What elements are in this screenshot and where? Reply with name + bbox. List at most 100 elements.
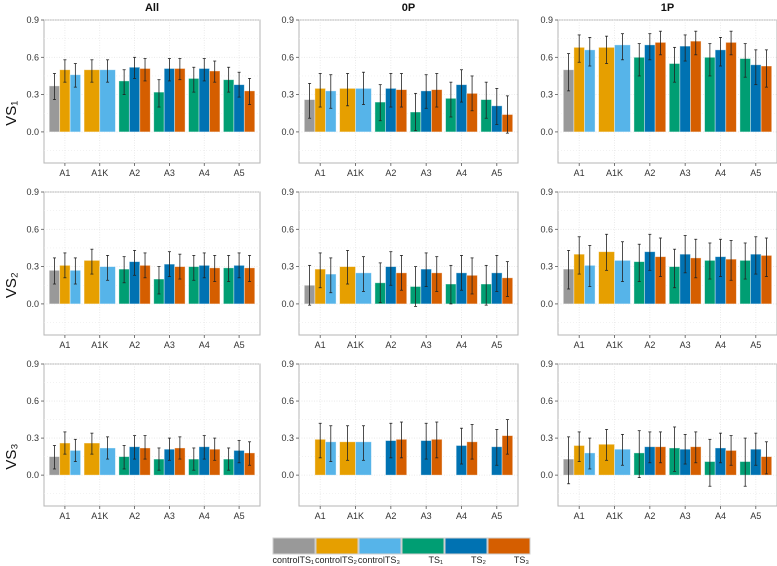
legend-label: controlTS₁ bbox=[272, 555, 314, 565]
panel-background bbox=[298, 191, 519, 336]
y-tick-label: 0.3 bbox=[281, 262, 294, 272]
panel-VS1-1P: 0.0 0.3 0.6 0.9 A1 A1K A2 A3 A4 A5 bbox=[540, 15, 777, 178]
x-tick-label: A1 bbox=[315, 168, 326, 178]
panel-VS1-All: 0.0 0.3 0.6 0.9 A1 A1K A2 A3 A4 A5 bbox=[26, 15, 261, 178]
panel-background bbox=[43, 363, 261, 507]
panel-VS2-0P: 0.0 0.3 0.6 0.9 A1 A1K A2 A3 A4 A5 bbox=[281, 187, 519, 350]
x-tick-label: A1K bbox=[91, 168, 108, 178]
x-tick-label: A1 bbox=[59, 340, 70, 350]
y-tick-label: 0.6 bbox=[281, 224, 294, 234]
column-title: All bbox=[145, 2, 159, 14]
y-tick-label: 0.6 bbox=[540, 396, 553, 406]
x-tick-label: A4 bbox=[199, 511, 210, 521]
panel-VS3-0P: 0.0 0.3 0.6 0.9 A1 A1K A2 A3 A4 A5 bbox=[281, 359, 519, 521]
y-tick-label: 0.9 bbox=[540, 359, 553, 369]
x-tick-label: A2 bbox=[644, 168, 655, 178]
y-tick-label: 0.3 bbox=[26, 262, 39, 272]
panel-background bbox=[43, 191, 261, 336]
x-tick-label: A5 bbox=[491, 168, 502, 178]
x-tick-label: A4 bbox=[199, 168, 210, 178]
y-tick-label: 0.0 bbox=[26, 470, 39, 480]
x-tick-label: A2 bbox=[129, 340, 140, 350]
panel-background bbox=[557, 363, 777, 507]
x-tick-label: A4 bbox=[456, 340, 467, 350]
x-tick-label: A2 bbox=[385, 340, 396, 350]
x-tick-label: A2 bbox=[644, 511, 655, 521]
y-tick-label: 0.0 bbox=[540, 299, 553, 309]
x-tick-label: A1K bbox=[606, 340, 623, 350]
x-tick-label: A5 bbox=[234, 340, 245, 350]
y-tick-label: 0.3 bbox=[540, 433, 553, 443]
x-tick-label: A3 bbox=[421, 168, 432, 178]
y-tick-label: 0.6 bbox=[26, 52, 39, 62]
legend-swatch-2 bbox=[358, 537, 402, 555]
legend-swatch-5 bbox=[487, 537, 531, 555]
x-tick-label: A2 bbox=[644, 340, 655, 350]
panel-VS3-All: 0.0 0.3 0.6 0.9 A1 A1K A2 A3 A4 A5 bbox=[26, 359, 261, 521]
x-tick-label: A4 bbox=[715, 168, 726, 178]
y-tick-label: 0.3 bbox=[540, 262, 553, 272]
x-tick-label: A5 bbox=[234, 168, 245, 178]
x-tick-label: A2 bbox=[129, 511, 140, 521]
bar-A4-series-5 bbox=[725, 41, 737, 133]
x-tick-label: A1K bbox=[91, 340, 108, 350]
column-title: 0P bbox=[402, 2, 415, 14]
y-tick-label: 0.0 bbox=[26, 299, 39, 309]
panel-VS2-1P: 0.0 0.3 0.6 0.9 A1 A1K A2 A3 A4 A5 bbox=[540, 187, 777, 350]
y-tick-label: 0.9 bbox=[26, 359, 39, 369]
x-tick-label: A3 bbox=[164, 511, 175, 521]
column-title: 1P bbox=[661, 2, 674, 14]
y-tick-label: 0.0 bbox=[26, 127, 39, 137]
legend-label: controlTS₃ bbox=[358, 555, 401, 565]
y-tick-label: 0.6 bbox=[281, 52, 294, 62]
y-tick-label: 0.3 bbox=[26, 433, 39, 443]
y-tick-label: 0.0 bbox=[540, 470, 553, 480]
x-tick-label: A2 bbox=[385, 511, 396, 521]
x-tick-label: A5 bbox=[750, 168, 761, 178]
x-tick-label: A3 bbox=[164, 340, 175, 350]
x-tick-label: A1 bbox=[315, 511, 326, 521]
y-tick-label: 0.6 bbox=[540, 224, 553, 234]
x-tick-label: A3 bbox=[680, 340, 691, 350]
panel-VS1-0P: 0.0 0.3 0.6 0.9 A1 A1K A2 A3 A4 A5 bbox=[281, 15, 519, 178]
y-tick-label: 0.6 bbox=[26, 396, 39, 406]
x-tick-label: A4 bbox=[715, 340, 726, 350]
y-tick-label: 0.9 bbox=[281, 15, 294, 25]
x-tick-label: A4 bbox=[199, 340, 210, 350]
row-label: VS₃ bbox=[3, 444, 20, 470]
legend-label: TS₃ bbox=[514, 555, 530, 565]
x-tick-label: A3 bbox=[164, 168, 175, 178]
x-tick-label: A2 bbox=[129, 168, 140, 178]
legend-swatch-0 bbox=[272, 537, 316, 555]
y-tick-label: 0.0 bbox=[540, 127, 553, 137]
bar-A2-series-5 bbox=[654, 41, 667, 133]
y-tick-label: 0.9 bbox=[281, 187, 294, 197]
legend-swatch-1 bbox=[315, 537, 359, 555]
x-tick-label: A1 bbox=[574, 511, 585, 521]
y-tick-label: 0.6 bbox=[281, 396, 294, 406]
legend-swatch-3 bbox=[401, 537, 445, 555]
row-label: VS₁ bbox=[3, 101, 20, 126]
x-tick-label: A1 bbox=[315, 340, 326, 350]
x-tick-label: A1K bbox=[347, 168, 364, 178]
y-tick-label: 0.3 bbox=[281, 433, 294, 443]
y-tick-label: 0.3 bbox=[540, 90, 553, 100]
x-tick-label: A3 bbox=[680, 168, 691, 178]
x-tick-label: A1K bbox=[347, 511, 364, 521]
x-tick-label: A1 bbox=[59, 168, 70, 178]
panel-background bbox=[298, 363, 519, 507]
y-tick-label: 0.9 bbox=[540, 15, 553, 25]
x-tick-label: A5 bbox=[234, 511, 245, 521]
y-tick-label: 0.9 bbox=[281, 359, 294, 369]
y-tick-label: 0.0 bbox=[281, 470, 294, 480]
legend: controlTS₁ controlTS₂ controlTS₃ TS₁ TS₂ TS₃ bbox=[272, 537, 531, 565]
y-tick-label: 0.9 bbox=[540, 187, 553, 197]
y-tick-label: 0.6 bbox=[540, 52, 553, 62]
y-tick-label: 0.3 bbox=[281, 90, 294, 100]
y-tick-label: 0.6 bbox=[26, 224, 39, 234]
panel-VS3-1P: 0.0 0.3 0.6 0.9 A1 A1K A2 A3 A4 A5 bbox=[540, 359, 777, 521]
legend-swatch-4 bbox=[444, 537, 488, 555]
x-tick-label: A1K bbox=[606, 168, 623, 178]
x-tick-label: A4 bbox=[456, 511, 467, 521]
